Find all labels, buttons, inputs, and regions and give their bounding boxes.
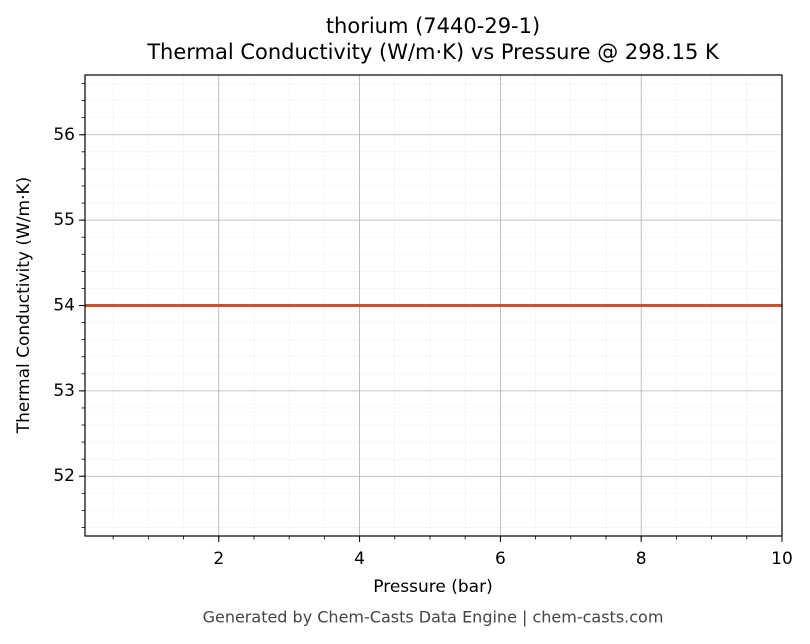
x-tick-label: 4 xyxy=(354,549,365,569)
y-tick-label: 56 xyxy=(53,125,75,145)
y-tick-label: 54 xyxy=(53,296,75,316)
x-tick-label: 2 xyxy=(213,549,224,569)
plot-frame xyxy=(84,74,783,537)
x-tick-label: 8 xyxy=(636,549,647,569)
chart-title: thorium (7440-29-1) xyxy=(326,14,540,38)
y-tick-label: 52 xyxy=(53,466,75,486)
y-tick-label: 55 xyxy=(53,210,75,230)
chart-subtitle: Thermal Conductivity (W/m·K) vs Pressure… xyxy=(146,40,720,64)
footer: Generated by Chem-Casts Data Engine | ch… xyxy=(203,608,664,627)
y-axis-label: Thermal Conductivity (W/m·K) xyxy=(14,177,34,435)
x-tick-label: 6 xyxy=(495,549,506,569)
x-axis-label: Pressure (bar) xyxy=(373,577,492,597)
y-tick-label: 53 xyxy=(53,381,75,401)
x-tick-label: 10 xyxy=(771,549,793,569)
